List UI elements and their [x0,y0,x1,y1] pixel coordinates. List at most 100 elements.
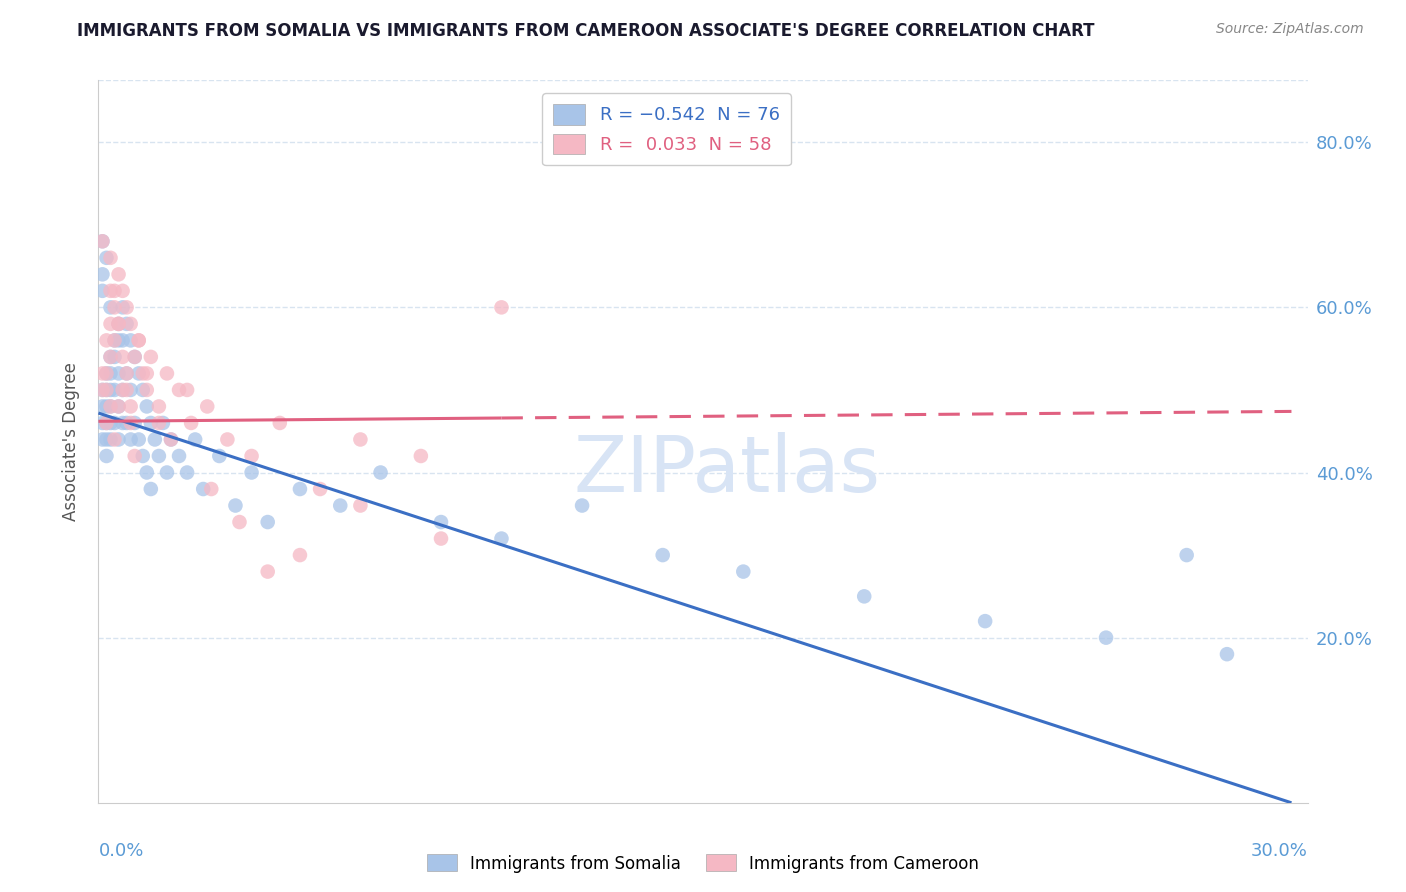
Point [107,367,129,381]
Point [430,532,453,546]
Point [288,482,311,496]
Point [148,416,170,430]
Point [96,416,118,430]
Point [124,350,146,364]
Point [853,590,876,604]
Point [91,383,114,397]
Point [100,433,122,447]
Point [100,251,122,265]
Point [103,383,125,397]
Point [143,433,166,447]
Point [100,317,122,331]
Point [224,499,246,513]
Point [571,499,593,513]
Point [115,301,138,315]
Text: IMMIGRANTS FROM SOMALIA VS IMMIGRANTS FROM CAMEROON ASSOCIATE'S DEGREE CORRELATI: IMMIGRANTS FROM SOMALIA VS IMMIGRANTS FR… [77,22,1095,40]
Point [160,433,183,447]
Point [120,400,142,414]
Point [115,367,138,381]
Point [193,482,215,496]
Point [651,548,673,562]
Point [135,383,157,397]
Point [96,383,118,397]
Point [111,350,134,364]
Point [96,367,118,381]
Point [152,416,174,430]
Point [1175,548,1198,562]
Point [91,433,114,447]
Point [733,565,755,579]
Point [100,350,122,364]
Point [115,367,138,381]
Point [96,400,118,414]
Point [91,235,114,249]
Point [148,449,170,463]
Point [100,400,122,414]
Point [107,317,129,331]
Y-axis label: Associate's Degree: Associate's Degree [62,362,80,521]
Point [103,350,125,364]
Point [176,383,198,397]
Point [96,251,118,265]
Legend: R = −0.542  N = 76, R =  0.033  N = 58: R = −0.542 N = 76, R = 0.033 N = 58 [543,93,790,165]
Point [91,284,114,298]
Point [135,466,157,480]
Point [107,400,129,414]
Point [107,317,129,331]
Point [103,433,125,447]
Point [329,499,352,513]
Point [107,400,129,414]
Text: 0.0%: 0.0% [98,842,143,860]
Point [91,235,114,249]
Point [200,482,222,496]
Point [96,449,118,463]
Point [111,284,134,298]
Point [349,433,371,447]
Point [103,334,125,348]
Text: 30.0%: 30.0% [1251,842,1308,860]
Point [115,416,138,430]
Point [208,449,231,463]
Point [100,284,122,298]
Point [107,433,129,447]
Point [103,301,125,315]
Point [91,268,114,282]
Point [167,449,190,463]
Point [120,334,142,348]
Point [103,284,125,298]
Point [115,317,138,331]
Point [100,350,122,364]
Point [91,416,114,430]
Point [120,416,142,430]
Point [111,383,134,397]
Point [349,499,371,513]
Point [184,433,207,447]
Point [409,449,432,463]
Point [103,334,125,348]
Point [120,317,142,331]
Point [974,614,997,628]
Point [269,416,291,430]
Point [100,301,122,315]
Point [132,367,155,381]
Point [156,466,179,480]
Point [1216,647,1239,661]
Point [96,334,118,348]
Point [111,334,134,348]
Point [100,367,122,381]
Point [240,449,263,463]
Point [370,466,392,480]
Point [160,433,183,447]
Point [491,532,513,546]
Point [91,383,114,397]
Point [100,416,122,430]
Point [135,400,157,414]
Point [96,383,118,397]
Point [176,466,198,480]
Point [132,383,155,397]
Point [139,416,162,430]
Point [217,433,239,447]
Point [135,367,157,381]
Point [167,383,190,397]
Point [91,400,114,414]
